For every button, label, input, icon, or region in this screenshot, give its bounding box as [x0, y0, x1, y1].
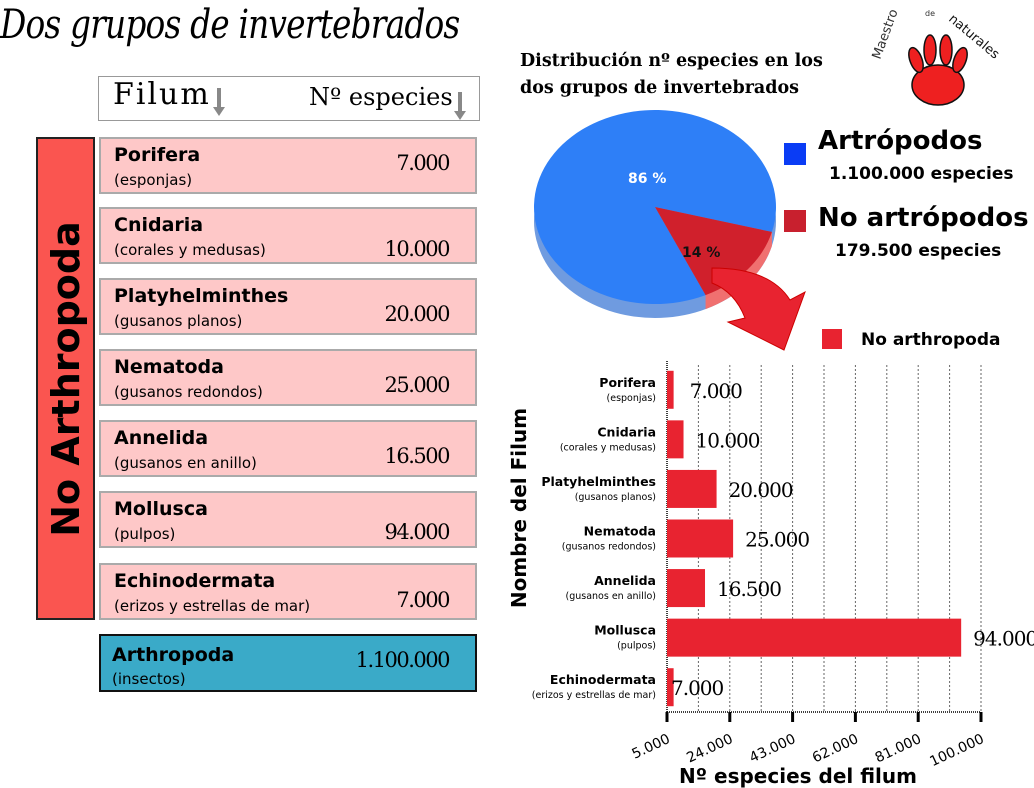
pie-title: Distribución nº especies en los dos grup…: [520, 51, 823, 98]
row-name: Mollusca: [114, 498, 208, 520]
row-value: 16.500: [384, 444, 451, 468]
logo-text: Maestro: [870, 7, 902, 61]
y-category-label: Cnidaria: [597, 424, 656, 439]
row-value: 94.000: [384, 520, 451, 544]
y-subcategory-label: (gusanos en anillo): [566, 591, 657, 602]
row-name: Arthropoda: [112, 644, 235, 666]
legend-no-artropodos: No artrópodos: [818, 203, 1029, 233]
header-especies: Nº especies: [309, 83, 453, 111]
y-subcategory-label: (gusanos planos): [575, 492, 656, 503]
y-category-label: Mollusca: [594, 623, 656, 638]
pie-slice-artropodos: [533, 110, 776, 305]
y-category-label: Porifera: [599, 375, 656, 390]
row-value: 1.100.000: [355, 648, 451, 672]
y-axis-title: Nombre del Filum: [507, 408, 531, 608]
x-tick-label: 81.000: [873, 731, 924, 766]
row-common: (gusanos planos): [114, 312, 243, 330]
legend-artropodos-detail: 1.100.000 especies: [829, 164, 1014, 184]
row-common: (erizos y estrellas de mar): [114, 597, 311, 615]
table-header: Filum Nº especies: [98, 76, 480, 121]
bar-value-label: 25.000: [745, 528, 809, 552]
page-title: Dos grupos de invertebrados: [0, 2, 460, 48]
svg-text:de: de: [925, 9, 935, 18]
pie-label-artropodos: 86 %: [628, 171, 666, 187]
table-row: Cnidaria (corales y medusas) 10.000: [99, 207, 477, 264]
row-common: (insectos): [112, 670, 186, 688]
bar-mollusca: [667, 618, 962, 657]
legend-swatch-no-artropodos: [784, 210, 806, 232]
x-tick-label: 62.000: [810, 731, 861, 766]
x-tick-label: 43.000: [747, 731, 798, 766]
legend-swatch-artropodos: [784, 143, 806, 165]
row-value: 7.000: [396, 588, 450, 612]
legend-artropodos: Artrópodos: [818, 126, 983, 156]
bar-porifera: [667, 370, 674, 409]
table-row: Nematoda (gusanos redondos) 25.000: [99, 349, 477, 406]
row-common: (pulpos): [114, 525, 176, 543]
row-common: (corales y medusas): [114, 241, 266, 259]
bar-annelida: [667, 569, 706, 608]
bar-value-label: 16.500: [717, 577, 781, 601]
y-subcategory-label: (pulpos): [617, 641, 656, 652]
pie-label-no-artropodos: 14 %: [682, 245, 720, 261]
bar-value-label: 94.000: [973, 627, 1034, 651]
y-category-label: Annelida: [594, 573, 656, 588]
row-name: Nematoda: [114, 356, 224, 378]
row-value: 10.000: [384, 237, 451, 261]
group-label-no-arthropoda: No Arthropoda: [36, 137, 95, 620]
bar-chart: 5.000 24.000 43.000 62.000 81.000 100.000 7.00…: [507, 361, 1034, 788]
bar-value-label: 20.000: [729, 478, 793, 502]
table-row: Platyhelminthes (gusanos planos) 20.000: [99, 278, 477, 335]
curved-arrow-icon: [711, 267, 806, 351]
table-row: Porifera (esponjas) 7.000: [99, 137, 477, 194]
x-tick-label: 100.000: [927, 731, 986, 770]
x-tick-label: 5.000: [630, 731, 673, 762]
bar-echinodermata: [667, 668, 674, 707]
row-name: Echinodermata: [114, 570, 276, 592]
row-common: (gusanos redondos): [114, 383, 263, 401]
row-name: Porifera: [114, 144, 201, 166]
x-tick-label: 24.000: [684, 731, 735, 766]
x-axis-title: Nº especies del filum: [679, 764, 917, 788]
bar-nematoda: [667, 519, 734, 558]
bar-cnidaria: [667, 420, 684, 459]
bar-value-label: 7.000: [671, 676, 724, 700]
legend-no-artropodos-detail: 179.500 especies: [835, 241, 1002, 261]
sort-arrow-icon: [454, 92, 466, 120]
row-name: Annelida: [114, 427, 209, 449]
row-common: (gusanos en anillo): [114, 454, 257, 472]
y-subcategory-label: (corales y medusas): [560, 442, 656, 453]
y-category-label: Echinodermata: [550, 672, 656, 687]
row-name: Cnidaria: [114, 214, 204, 236]
table-row: Mollusca (pulpos) 94.000: [99, 491, 477, 548]
table-row: Annelida (gusanos en anillo) 16.500: [99, 420, 477, 477]
row-value: 7.000: [396, 151, 450, 175]
sort-arrow-icon: [213, 88, 225, 116]
y-category-label: Platyhelminthes: [541, 474, 656, 489]
bar-value-label: 10.000: [696, 428, 760, 452]
bar-legend-swatch: [822, 329, 842, 349]
logo-paw: [908, 34, 968, 106]
row-value: 25.000: [384, 373, 451, 397]
svg-text:naturales: naturales: [945, 12, 1002, 63]
row-value: 20.000: [384, 302, 451, 326]
y-category-label: Nematoda: [584, 524, 656, 539]
row-name: Platyhelminthes: [114, 285, 289, 307]
bar-legend-label: No arthropoda: [861, 330, 1001, 350]
bar-platyhelminthes: [667, 469, 717, 508]
bar-value-label: 7.000: [690, 379, 743, 403]
y-subcategory-label: (esponjas): [607, 393, 656, 404]
y-subcategory-label: (erizos y estrellas de mar): [532, 690, 656, 701]
header-filum: Filum: [113, 77, 211, 112]
row-arthropoda: Arthropoda (insectos) 1.100.000: [99, 634, 477, 692]
row-common: (esponjas): [114, 171, 193, 189]
table-row: Echinodermata (erizos y estrellas de mar)…: [99, 563, 477, 620]
y-subcategory-label: (gusanos redondos): [562, 542, 656, 553]
